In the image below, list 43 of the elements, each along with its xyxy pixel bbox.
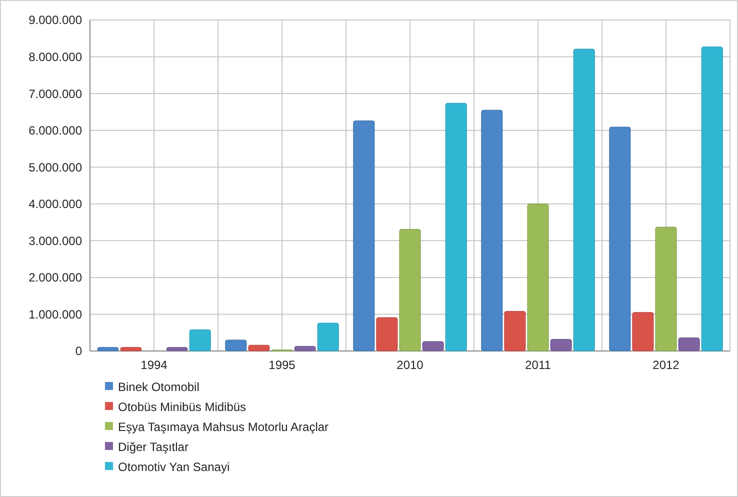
bar: [399, 229, 421, 352]
bar: [573, 48, 595, 352]
x-tick-label: 2012: [652, 358, 680, 372]
x-tick-label: 1994: [140, 358, 168, 372]
bar: [422, 341, 444, 352]
bar: [678, 338, 700, 352]
bar: [97, 347, 119, 352]
bar: [189, 329, 211, 352]
y-tick-label: 7.000.000: [28, 86, 82, 101]
bar: [166, 347, 188, 352]
legend-label: Binek Otomobil: [118, 380, 200, 394]
bar: [225, 340, 247, 352]
y-tick-label: 8.000.000: [28, 50, 82, 64]
bar: [504, 311, 526, 352]
legend-label: Otomotiv Yan Sanayi: [118, 460, 230, 474]
bar: [248, 344, 270, 352]
y-tick-label: 0: [75, 344, 82, 358]
bar: [632, 312, 654, 352]
legend-label: Otobüs Minibüs Midibüs: [118, 400, 246, 414]
legend-label: Diğer Taşıtlar: [118, 440, 188, 454]
bar: [609, 126, 631, 352]
y-tick-label: 5.000.000: [28, 160, 82, 174]
bar: [353, 120, 375, 352]
bar: [445, 102, 467, 352]
bar: [550, 338, 572, 352]
x-tick-label: 2010: [396, 358, 424, 372]
bar: [120, 347, 142, 352]
bar: [701, 46, 723, 352]
y-tick-label: 4.000.000: [28, 197, 82, 212]
x-tick-label: 1995: [268, 358, 296, 372]
y-tick-label: 1.000.000: [28, 307, 82, 322]
y-tick-label: 9.000.000: [28, 13, 82, 28]
y-tick-label: 2.000.000: [28, 270, 82, 285]
legend-label: Eşya Taşımaya Mahsus Motorlu Araçlar: [118, 420, 329, 434]
bar: [376, 317, 398, 352]
x-tick-label: 2011: [525, 358, 552, 372]
bar: [481, 110, 503, 352]
y-tick-label: 6.000.000: [28, 124, 82, 138]
y-tick-label: 3.000.000: [28, 234, 82, 248]
bar: [655, 226, 677, 352]
bar: [527, 204, 549, 352]
bar: [317, 322, 339, 352]
bar: [294, 346, 316, 352]
